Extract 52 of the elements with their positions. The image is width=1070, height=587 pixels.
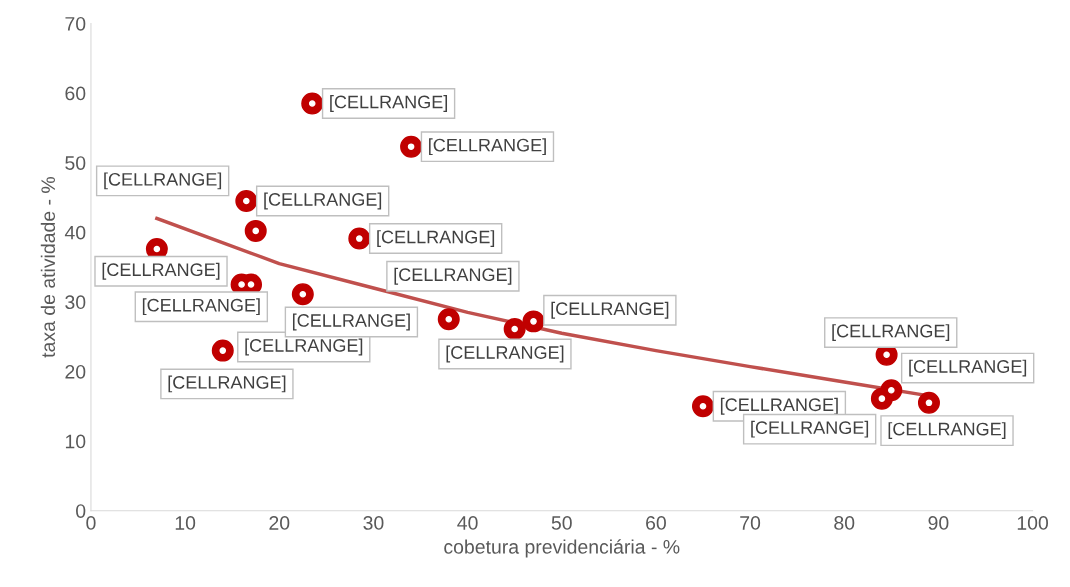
data-label: [CELLRANGE] [751, 420, 869, 438]
x-tick-label: 80 [834, 516, 855, 530]
data-label: [CELLRANGE] [377, 230, 495, 247]
data-label: [CELLRANGE] [104, 172, 222, 190]
x-tick-label: 40 [457, 516, 478, 530]
data-label: [CELLRANGE] [429, 138, 546, 156]
point [348, 227, 371, 250]
x-tick-label: 10 [175, 516, 196, 530]
data-label: [CELLRANGE] [394, 267, 512, 285]
y-tick-label: 0 [76, 504, 86, 518]
x-tick-label: 30 [363, 516, 384, 530]
point [244, 219, 267, 242]
data-label: [CELLRANGE] [832, 324, 950, 341]
x-tick-label: 70 [740, 516, 761, 530]
data-label: [CELLRANGE] [245, 338, 363, 356]
point [437, 308, 460, 331]
y-tick-label: 70 [65, 16, 86, 31]
point [211, 339, 234, 362]
point [235, 189, 258, 212]
data-label: [CELLRANGE] [330, 95, 448, 112]
point [917, 391, 940, 414]
data-label: [CELLRANGE] [720, 397, 838, 415]
x-tick-label: 20 [269, 516, 290, 530]
point [301, 92, 324, 115]
data-label: [CELLRANGE] [292, 313, 410, 331]
data-label: [CELLRANGE] [102, 262, 220, 280]
point [291, 283, 314, 306]
x-tick-label: 100 [1017, 516, 1049, 530]
y-tick-label: 10 [65, 434, 86, 449]
x-tick-label: 90 [928, 516, 949, 530]
x-tick-label: 0 [86, 516, 96, 530]
y-tick-label: 20 [65, 364, 86, 379]
data-label: [CELLRANGE] [446, 345, 564, 363]
data-label: [CELLRANGE] [909, 359, 1027, 377]
point [870, 387, 893, 410]
data-label: [CELLRANGE] [142, 298, 260, 316]
point [400, 135, 423, 158]
x-axis-title: cobetura previdenciária - % [444, 539, 680, 558]
point [503, 318, 526, 341]
point [691, 395, 714, 418]
y-tick-label: 60 [65, 86, 86, 101]
y-tick-label: 40 [64, 225, 86, 240]
data-label: [CELLRANGE] [551, 301, 669, 319]
y-axis-title: taxa de atividade - % [40, 176, 56, 358]
y-tick-label: 50 [65, 156, 86, 170]
y-tick-label: 30 [65, 295, 86, 310]
data-label: [CELLRANGE] [168, 375, 286, 393]
point [522, 310, 545, 333]
x-tick-label: 60 [646, 516, 666, 530]
x-tick-label: 50 [551, 516, 572, 530]
data-label: [CELLRANGE] [264, 192, 382, 210]
data-label: [CELLRANGE] [888, 422, 1006, 439]
